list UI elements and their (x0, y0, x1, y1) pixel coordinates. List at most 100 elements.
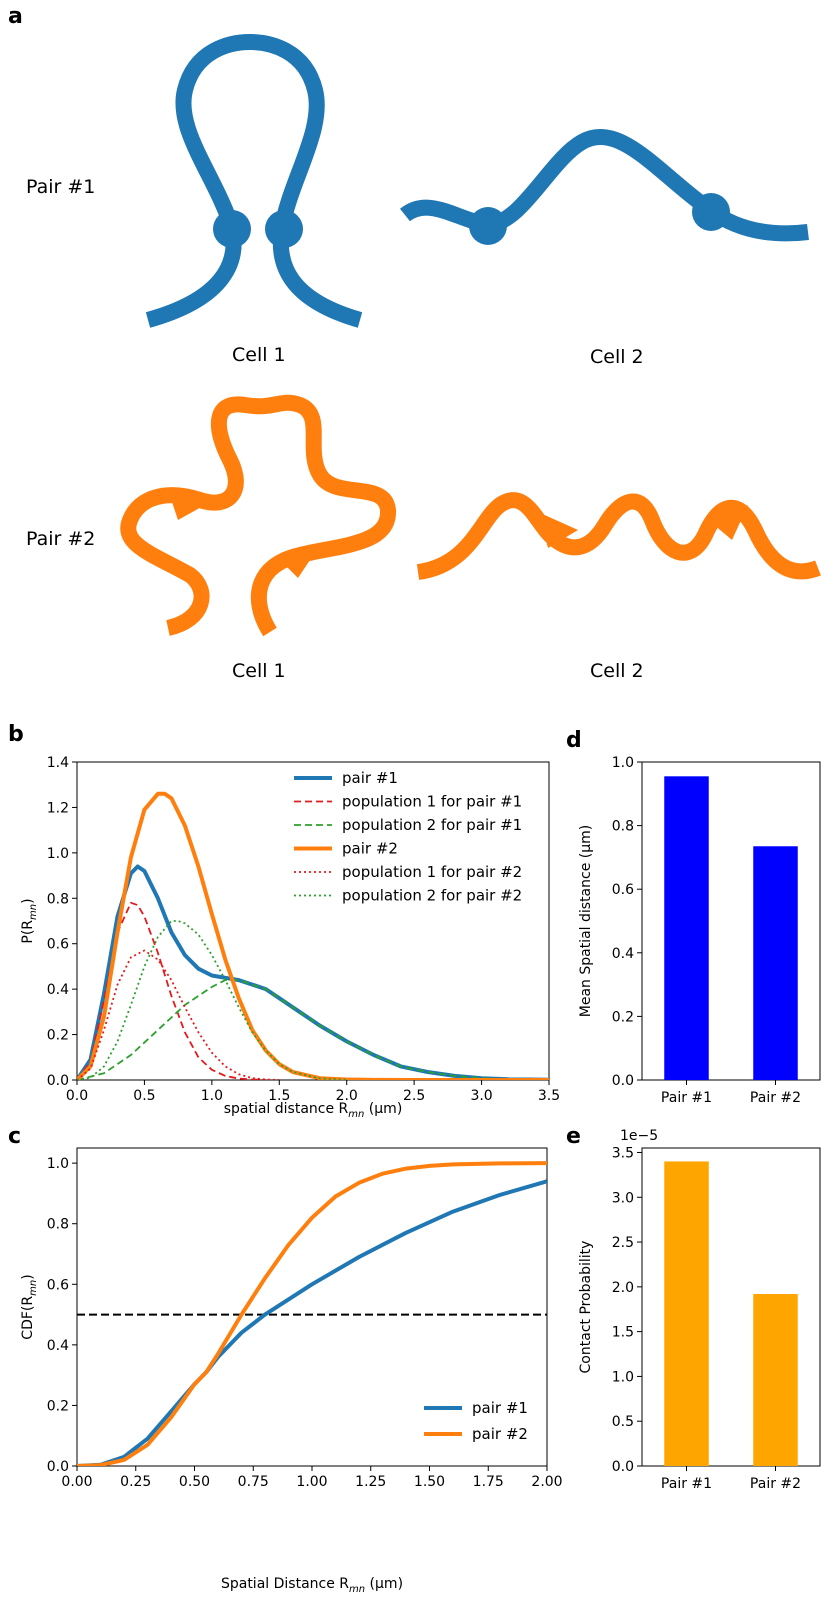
x-axis-label-c: Spatial Distance Rmn (µm) (221, 1576, 403, 1595)
y-tick-label-c: 0.0 (47, 1459, 69, 1475)
series-line-c-0 (77, 1179, 547, 1466)
x-tick-label-c: 1.00 (296, 1474, 327, 1490)
bar-d-1 (753, 846, 798, 1080)
x-tick-label-b: 0.0 (66, 1088, 88, 1104)
y-axis-label-e: Contact Probability (578, 1241, 594, 1374)
bar-label-d-0: Pair #1 (661, 1090, 712, 1106)
panel-letter-d: d (566, 728, 582, 753)
y-tick-label-c: 0.8 (47, 1217, 69, 1233)
series-line-b-5 (77, 920, 347, 1080)
y-axis-label-d: Mean Spatial distance (µm) (578, 825, 594, 1018)
pair2-cell2-label: Cell 2 (590, 660, 644, 682)
y-tick-label-e: 2.0 (612, 1280, 634, 1296)
pair1-cell1-label: Cell 1 (232, 344, 286, 366)
y-tick-label-c: 0.6 (47, 1277, 69, 1293)
series-line-c-1 (77, 1161, 547, 1466)
pair2-cell2-chromatin (416, 492, 821, 580)
x-tick-label-c: 0.00 (61, 1474, 92, 1490)
y-tick-label-d: 0.2 (612, 1009, 634, 1025)
pair1-cell2-locus-right (692, 193, 730, 231)
y-tick-label-b: 0.4 (47, 982, 69, 998)
panel-letter-b: b (8, 722, 24, 747)
y-tick-label-b: 0.6 (47, 937, 69, 953)
y-tick-label-d: 0.0 (612, 1073, 634, 1089)
x-tick-label-c: 0.75 (238, 1474, 269, 1490)
y-tick-label-c: 0.4 (47, 1338, 69, 1354)
axes-frame-b (76, 761, 550, 1081)
x-tick-label-b: 0.5 (133, 1088, 155, 1104)
x-tick-label-b: 2.0 (336, 1088, 358, 1104)
legend-label-b-1: population 1 for pair #1 (342, 793, 522, 811)
series-line-b-3 (77, 791, 549, 1080)
axes-frame-e (641, 1147, 821, 1467)
pair2-cell2-arrow-left (538, 512, 578, 548)
bar-label-d-1: Pair #2 (750, 1090, 801, 1106)
y-tick-label-e: 2.5 (612, 1235, 634, 1251)
x-axis-label-b: spatial distance Rmn (µm) (224, 1101, 403, 1120)
x-tick-label-b: 2.5 (403, 1088, 425, 1104)
legend-label-b-0: pair #1 (342, 769, 398, 787)
y-tick-label-b: 0.2 (47, 1028, 69, 1044)
pair2-cell1-arrow-left (168, 490, 205, 520)
legend-label-b-5: population 2 for pair #2 (342, 887, 522, 905)
y-tick-label-c: 1.0 (47, 1156, 69, 1172)
bar-e-1 (753, 1294, 798, 1466)
y-tick-label-d: 0.8 (612, 819, 634, 835)
pair1-cell2-locus-left (469, 207, 507, 245)
panel-a-illustration (120, 33, 821, 637)
y-tick-label-d: 0.6 (612, 882, 634, 898)
x-tick-label-c: 2.00 (531, 1474, 562, 1490)
x-tick-label-c: 1.25 (355, 1474, 386, 1490)
y-tick-label-b: 1.0 (47, 846, 69, 862)
series-line-b-1 (77, 901, 266, 1080)
pair2-label: Pair #2 (26, 528, 96, 550)
y-axis-label-c: CDF(Rmn) (20, 1274, 39, 1339)
y-tick-label-e: 0.0 (612, 1459, 634, 1475)
y-tick-label-d: 1.0 (612, 755, 634, 771)
pair1-cell1-locus-left (213, 210, 251, 248)
panel-letter-a: a (8, 4, 23, 29)
x-tick-label-c: 0.50 (179, 1474, 210, 1490)
axes-frame-d (641, 761, 821, 1081)
y-tick-label-b: 0.0 (47, 1073, 69, 1089)
y-tick-label-b: 1.2 (47, 800, 69, 816)
pair1-cell2-chromatin (400, 129, 809, 242)
y-tick-label-e: 1.0 (612, 1369, 634, 1385)
y-tick-label-d: 0.4 (612, 946, 634, 962)
series-line-b-2 (77, 979, 549, 1080)
pair2-cell1-chromatin (120, 394, 396, 637)
pair1-cell1-locus-right (265, 210, 303, 248)
y-tick-label-c: 0.2 (47, 1398, 69, 1414)
y-tick-label-e: 3.5 (612, 1145, 634, 1161)
x-tick-label-b: 3.5 (538, 1088, 560, 1104)
x-tick-label-c: 1.50 (414, 1474, 445, 1490)
bar-e-0 (664, 1161, 709, 1466)
pair1-label: Pair #1 (26, 176, 96, 198)
pair2-cell2-arrow-right (706, 505, 748, 540)
x-tick-label-b: 1.5 (268, 1088, 290, 1104)
pair1-cell2-label: Cell 2 (590, 346, 644, 368)
bar-label-e-0: Pair #1 (661, 1476, 712, 1492)
legend-label-c-1: pair #2 (472, 1425, 528, 1443)
bar-label-e-1: Pair #2 (750, 1476, 801, 1492)
pair2-cell1-arrow-right (280, 548, 318, 578)
legend-label-c-0: pair #1 (472, 1399, 528, 1417)
legend-label-b-2: population 2 for pair #1 (342, 816, 522, 834)
y-tick-label-e: 0.5 (612, 1414, 634, 1430)
y-tick-label-e: 3.0 (612, 1190, 634, 1206)
legend-label-b-3: pair #2 (342, 840, 398, 858)
y-tick-label-b: 1.4 (47, 755, 69, 771)
x-tick-label-c: 0.25 (120, 1474, 151, 1490)
x-tick-label-b: 1.0 (201, 1088, 223, 1104)
y-axis-label-b: P(Rmn) (20, 898, 39, 943)
x-tick-label-b: 3.0 (470, 1088, 492, 1104)
panel-letter-c: c (8, 1124, 22, 1149)
offset-text-e: 1e−5 (620, 1128, 658, 1144)
y-tick-label-b: 0.8 (47, 891, 69, 907)
x-tick-label-c: 1.75 (473, 1474, 504, 1490)
pair2-cell1-label: Cell 1 (232, 660, 286, 682)
y-tick-label-e: 1.5 (612, 1325, 634, 1341)
panel-letter-e: e (566, 1124, 581, 1149)
legend-label-b-4: population 1 for pair #2 (342, 863, 522, 881)
